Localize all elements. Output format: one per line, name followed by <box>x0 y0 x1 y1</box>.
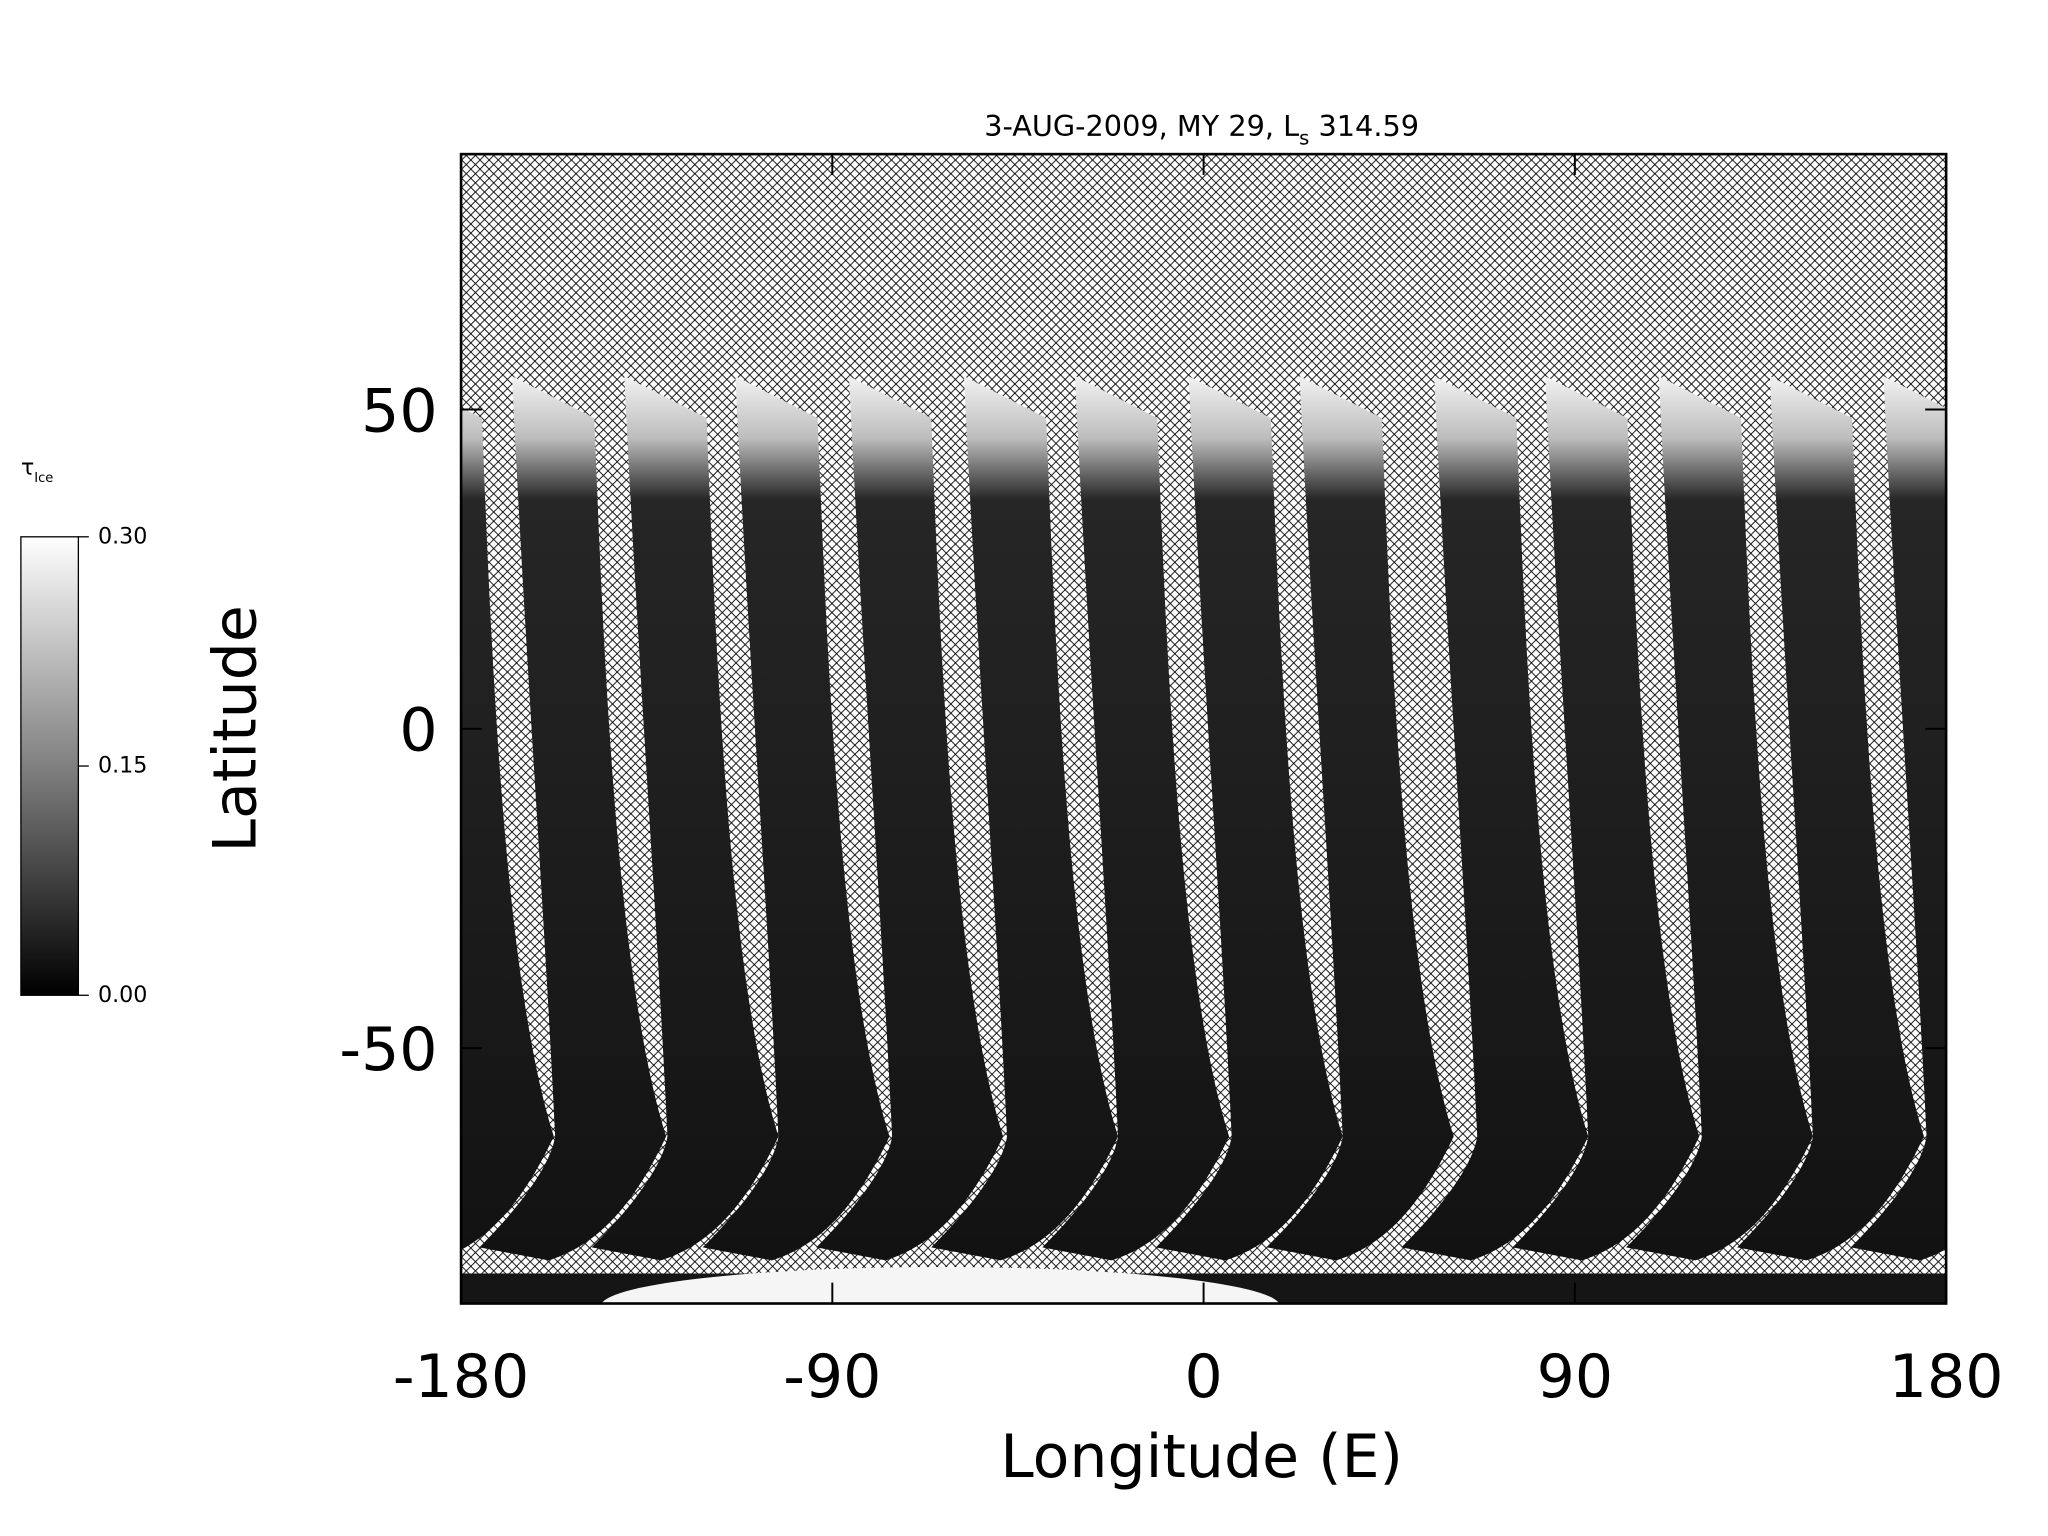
x-axis-label: Longitude (E) <box>1000 1422 1403 1492</box>
y-axis-label: Latitude <box>201 605 271 852</box>
polar-cap <box>601 1266 1280 1304</box>
colorbar-tick-label: 0.00 <box>98 982 147 1008</box>
colorbar-tick-label: 0.30 <box>98 523 147 549</box>
swath <box>1512 376 1700 1261</box>
chart-title: 3-AUG-2009, MY 29, Ls 314.59 <box>984 109 1419 149</box>
swath <box>1266 376 1454 1261</box>
swath <box>931 376 1119 1261</box>
swath <box>591 376 779 1261</box>
colorbar <box>20 536 80 996</box>
swath-layer <box>461 376 1947 1304</box>
swath <box>1850 376 1947 1261</box>
x-tick-label: 90 <box>1537 1342 1613 1412</box>
swath <box>1737 376 1924 1261</box>
y-tick-label: 50 <box>361 376 437 446</box>
x-tick-label: 0 <box>1184 1342 1222 1412</box>
title-subscript: s <box>1299 126 1309 149</box>
colorbar-symbol: τ <box>21 454 34 480</box>
x-tick-label: -180 <box>393 1342 529 1412</box>
swath <box>479 376 667 1261</box>
title-value: 314.59 <box>1319 109 1419 143</box>
title-text: 3-AUG-2009, MY 29, <box>984 109 1274 143</box>
swath <box>816 376 1004 1261</box>
swath <box>461 407 554 1250</box>
colorbar-label: τIce <box>21 454 53 485</box>
swath <box>1626 376 1813 1261</box>
colorbar-tick-label: 0.15 <box>98 753 147 779</box>
y-tick-label: 0 <box>399 696 437 766</box>
title-symbol: L <box>1283 109 1299 143</box>
x-tick-label: 180 <box>1889 1342 2004 1412</box>
colorbar-subscript: Ice <box>34 471 53 486</box>
swath <box>702 376 890 1261</box>
x-tick-label: -90 <box>783 1342 881 1412</box>
swath <box>1401 376 1589 1261</box>
swath <box>1155 376 1343 1261</box>
swath <box>1042 376 1230 1261</box>
y-tick-label: -50 <box>339 1015 437 1085</box>
